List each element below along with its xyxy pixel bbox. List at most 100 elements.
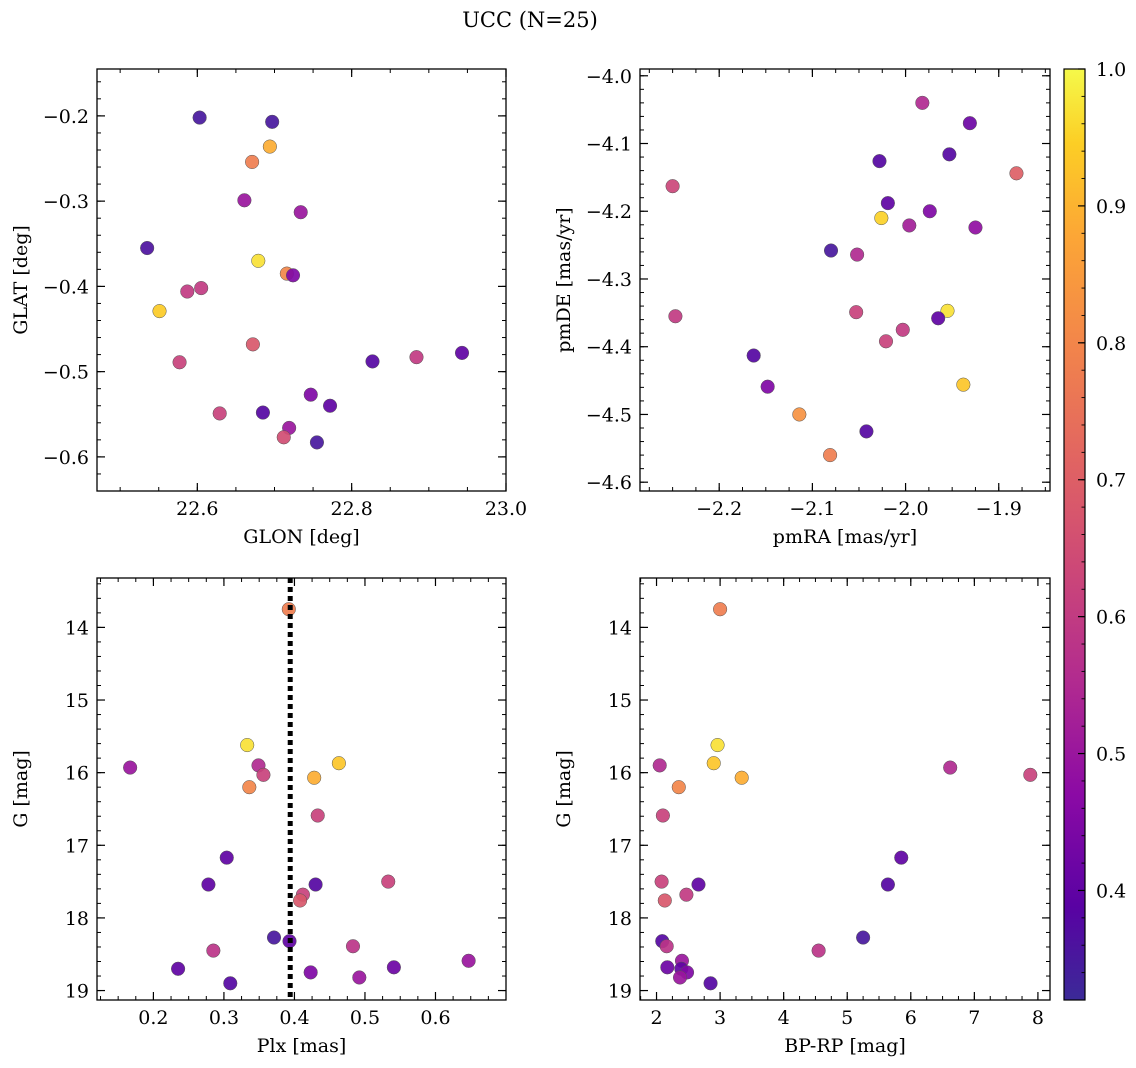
scatter-point (365, 354, 380, 369)
x-axis-label: GLON [deg] (243, 526, 359, 548)
scatter-point (256, 767, 271, 782)
scatter-point (140, 240, 155, 256)
scatter-point (823, 448, 838, 463)
scatter-point (262, 139, 277, 154)
scatter-point (192, 110, 207, 125)
x-tick-label: 0.5 (350, 1007, 380, 1029)
scatter-point (245, 154, 260, 169)
y-tick-label: 19 (608, 981, 632, 1003)
x-tick-label: −2.2 (696, 498, 742, 520)
y-tick-label: 18 (65, 908, 89, 930)
scatter-point (823, 243, 839, 258)
x-tick-label: 8 (1032, 1007, 1044, 1029)
scatter-point (872, 154, 887, 169)
scatter-point (331, 756, 346, 771)
x-tick-label: 5 (841, 1007, 853, 1029)
scatter-point (915, 95, 930, 110)
scatter-point (672, 970, 688, 985)
y-tick-label: 16 (608, 763, 632, 785)
scatter-point (894, 850, 909, 865)
y-axis-label: pmDE [mas/yr] (553, 207, 575, 352)
y-tick-label: −0.4 (43, 276, 89, 298)
scatter-point (652, 758, 667, 773)
x-tick-label: 3 (714, 1007, 726, 1029)
scatter-point (654, 874, 669, 889)
scatter-point (660, 960, 675, 975)
scatter-point (850, 247, 865, 262)
panel-pm: −2.2 −2.1 −2.0 −1.9 −4.0 −4.1 −4.2 −4.3 −4.4 −4.5… (553, 66, 1051, 548)
scatter-point (962, 116, 977, 131)
scatter-point (710, 738, 725, 753)
scatter-point (293, 893, 308, 908)
y-tick-label: 18 (608, 908, 632, 930)
y-tick-label: 17 (608, 835, 632, 857)
scatter-point (859, 424, 874, 439)
scatter-point (895, 322, 910, 337)
scatter-point (206, 943, 221, 958)
scatter-point (849, 305, 864, 320)
y-tick-label: −0.6 (43, 447, 89, 469)
scatter-point (1023, 767, 1038, 782)
y-tick-label: 14 (65, 617, 89, 639)
scatter-point (713, 602, 728, 617)
colorbar-tick-label: 0.7 (1096, 470, 1126, 492)
scatter-point (308, 877, 323, 892)
x-axis-label: Plx [mas] (257, 1035, 347, 1057)
scatter-point (1009, 166, 1024, 181)
scatter-points (123, 602, 476, 991)
y-tick-label: −4.2 (586, 201, 632, 223)
scatter-point (323, 398, 338, 413)
scatter-point (792, 407, 807, 422)
scatter-point (454, 345, 470, 360)
scatter-point (276, 430, 291, 445)
scatter-point (746, 348, 761, 363)
scatter-point (942, 147, 957, 162)
x-tick-label: 7 (968, 1007, 980, 1029)
y-tick-label: −4.0 (586, 66, 632, 88)
scatter-point (242, 780, 257, 795)
scatter-point (303, 965, 318, 980)
y-tick-label: 17 (65, 835, 89, 857)
scatter-point (880, 196, 895, 211)
colorbar-tick-label: 0.8 (1096, 333, 1126, 355)
scatter-point (381, 874, 396, 889)
colorbar-tick-label: 0.4 (1096, 880, 1126, 902)
x-tick-label: −1.9 (976, 498, 1022, 520)
scatter-point (223, 976, 238, 991)
x-axis-label: pmRA [mas/yr] (773, 526, 917, 548)
scatter-point (285, 268, 301, 283)
colorbar: 0.4 0.5 0.6 0.7 0.8 0.9 1.0 (1063, 59, 1126, 1001)
scatter-point (734, 770, 749, 785)
scatter-point (956, 377, 971, 392)
scatter-point (309, 435, 324, 450)
scatter-point (194, 281, 209, 296)
scatter-point (386, 960, 401, 975)
y-axis-label: GLAT [deg] (10, 225, 32, 335)
plot-frame (96, 577, 507, 1001)
y-tick-label: −4.4 (586, 337, 632, 359)
plot-frame (96, 68, 507, 492)
scatter-points (652, 602, 1038, 991)
x-tick-label: 4 (778, 1007, 790, 1029)
scatter-point (679, 887, 694, 902)
x-tick-label: 22.8 (331, 498, 373, 520)
scatter-point (856, 930, 871, 945)
scatter-point (307, 770, 322, 785)
x-tick-label: 23.0 (485, 498, 527, 520)
scatter-point (293, 205, 308, 220)
y-tick-label: −0.3 (43, 191, 89, 213)
panel-glon-glat: 22.6 22.8 23.0 −0.2 −0.3 −0.4 −0.5 −0.6 GLON [de… (10, 68, 527, 548)
y-axis-label: G [mag] (553, 750, 575, 828)
x-tick-label: 22.6 (176, 498, 218, 520)
y-axis-label: G [mag] (10, 750, 32, 828)
scatter-point (171, 961, 186, 976)
x-axis-label: BP-RP [mag] (784, 1035, 906, 1057)
scatter-point (352, 970, 367, 985)
panel-plx-g: 0.2 0.3 0.4 0.5 0.6 14 15 16 17 18 19 Plx [mas] G [m… (10, 577, 507, 1057)
scatter-point (943, 760, 958, 775)
x-tick-label: 0.4 (279, 1007, 309, 1029)
scatter-point (878, 334, 894, 349)
scatter-point (265, 114, 280, 129)
scatter-point (303, 387, 318, 402)
